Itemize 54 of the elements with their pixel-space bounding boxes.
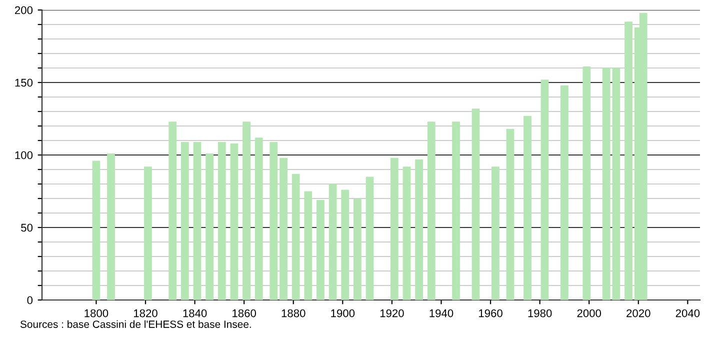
bar [292,174,300,300]
bar [366,176,374,300]
x-tick-label: 1940 [430,309,454,318]
bar [230,143,238,300]
bar [270,142,278,300]
x-tick-label: 1960 [479,309,502,318]
bar [624,22,632,300]
bar [144,166,152,300]
x-tick-label: 1800 [84,309,108,318]
bar [612,68,620,300]
bar [280,158,288,300]
bar [242,122,250,300]
y-tick-label: 150 [15,78,33,87]
y-tick-label: 50 [21,224,33,232]
bar [427,122,436,300]
bar [415,159,423,300]
x-tick-label: 2040 [676,309,700,318]
bar [341,190,350,300]
bar [304,191,312,300]
bar [582,66,591,300]
bar [540,80,549,300]
bar [354,198,362,300]
x-tick-label: 1980 [528,309,552,318]
bar [92,160,100,300]
x-tick-label: 1900 [331,309,355,318]
y-tick-label: 100 [15,151,33,160]
bar [602,68,610,300]
bar [254,138,263,300]
x-tick-label: 1820 [134,309,158,318]
y-tick-label: 200 [14,6,33,14]
bar [328,184,337,300]
bar [107,154,115,300]
x-tick-label: 1840 [183,309,207,318]
x-tick-label: 2000 [577,309,602,318]
bar [402,166,411,300]
bar [492,166,500,300]
bar [168,122,177,300]
bar [524,116,532,300]
x-tick-label: 1860 [232,309,256,318]
bar [193,142,202,300]
bar [180,142,189,300]
bar [206,154,214,300]
bar [472,108,480,300]
x-tick-label: 1920 [380,309,404,318]
bar [560,85,568,300]
bar [218,142,226,300]
x-tick-label: 2020 [626,309,650,318]
y-tick-label: 0 [27,296,33,304]
bar [452,122,460,300]
x-tick-label: 1880 [282,309,306,318]
source-note: Sources : base Cassini de l'EHESS et base Insee. [20,320,251,328]
bar [506,128,514,300]
bar [316,200,324,300]
bar [390,158,398,300]
